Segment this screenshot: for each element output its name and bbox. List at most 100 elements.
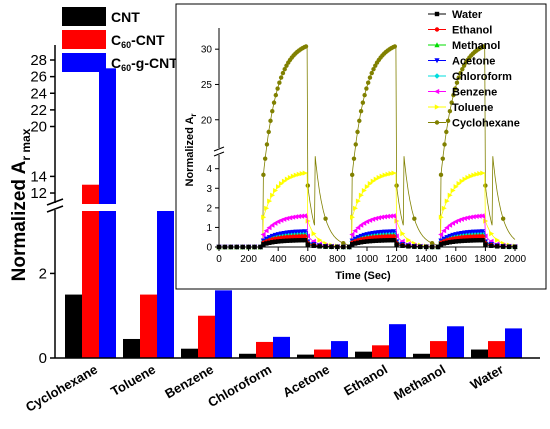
marker-water [376,238,382,243]
marker-water [388,238,393,243]
marker-benzene [296,213,302,219]
marker-acetone [275,232,281,238]
bar-cnt-cyclohexane [65,294,82,358]
marker-toluene [477,171,483,177]
marker-water [480,237,485,243]
marker-cyclohexane [278,75,284,80]
marker-benzene [358,222,364,228]
inset-legend-marker-ethanol [434,27,440,32]
marker-ethanol [391,234,396,239]
legend-label-c60-g-cnt: C60-g-CNT [111,55,178,73]
marker-toluene [441,205,447,211]
marker-benzene [352,228,358,234]
inset-legend-marker-water [434,11,440,17]
marker-cyclohexane [341,240,346,246]
series-cyclohexane [216,44,516,250]
inset-y-tick-label: 2 [206,203,212,214]
marker-toluene [373,176,379,182]
bar-c60-g-cnt-acetone [331,341,348,358]
bar-cnt-benzene [181,348,198,358]
marker-cyclohexane [367,75,373,80]
marker-water [287,238,293,243]
inset-x-tick-label: 400 [270,254,287,265]
marker-water [350,242,355,247]
main-y-axis-title-main: Normalized A [9,160,30,281]
marker-benzene [464,215,470,221]
main-y-tick-label: 12 [30,185,47,202]
marker-benzene [266,225,272,231]
marker-cyclohexane [460,66,465,72]
marker-water [453,239,458,244]
marker-toluene [382,172,388,178]
inset-legend-marker-toluene [434,104,440,110]
marker-cyclohexane [268,118,273,124]
inset-legend-marker-methanol [434,42,440,48]
marker-cyclohexane [369,70,374,76]
marker-water [471,238,476,243]
marker-cyclohexane [351,156,357,161]
legend-c60-g-cnt-post: -g-CNT [131,55,178,71]
bar-c60-g-cnt-ethanol [389,324,406,358]
bar-cnt-toluene [123,338,140,358]
marker-cyclohexane [266,129,271,135]
marker-toluene [293,172,299,178]
bar-c60-cnt-cyclohexane [82,184,99,358]
marker-water [444,240,450,245]
marker-cyclohexane [453,86,458,91]
marker-cyclohexane [440,156,445,161]
marker-benzene [438,231,444,238]
inset-x-tick-label: 1600 [445,254,468,265]
marker-cyclohexane [273,92,279,98]
inset-y-tick-label: 20 [201,115,213,126]
inset-ticks: 0 200 400 600 800 1000 1200 1400 1600 1800 2000 0 1 2… [201,45,527,265]
inset-x-tick-label: 0 [216,254,222,265]
marker-benzene [269,222,275,228]
bar-c60-cnt-water [488,341,505,358]
marker-water [293,238,299,243]
main-y-axis-title: Normalized Ar max [9,128,33,281]
legend-c60-cnt-pre: C [111,32,121,48]
marker-water [465,238,470,243]
marker-benzene [387,213,393,219]
marker-cyclohexane [481,44,486,49]
inset-x-tick-label: 1400 [415,254,438,265]
inset-y-tick-label: 25 [201,80,213,91]
inset-x-tick-label: 800 [329,254,346,265]
marker-toluene [495,237,501,243]
marker-cyclohexane [444,129,449,135]
marker-toluene [361,187,367,194]
marker-toluene [355,198,361,204]
inset-x-tick-label: 200 [240,254,257,265]
marker-toluene [284,176,290,182]
inset-y-axis-title-main: Normalized A [184,117,196,187]
marker-water [317,244,322,249]
marker-benzene [370,216,376,222]
marker-toluene [438,214,444,220]
marker-toluene [385,171,391,177]
marker-benzene [447,222,453,228]
marker-cyclohexane [412,216,417,221]
marker-cyclohexane [358,108,364,114]
marker-toluene [311,231,317,237]
marker-cyclohexane [353,142,358,147]
marker-water [278,238,284,244]
marker-water [358,240,364,245]
marker-toluene [364,184,370,190]
marker-water [361,239,367,244]
marker-toluene [447,192,453,198]
legend-label-c60-cnt: C60-CNT [111,32,165,50]
legend-swatch-c60-cnt [62,30,106,49]
inset-legend-marker-acetone [434,58,440,64]
marker-toluene [489,231,495,237]
main-axis-break-gap [64,204,184,211]
marker-toluene [450,187,456,194]
marker-benzene [390,213,396,219]
marker-toluene [388,171,394,177]
legend-c60-cnt-post: -CNT [131,32,165,48]
marker-benzene [470,214,476,220]
main-y-tick-label: 14 [30,168,47,185]
marker-water [299,238,305,243]
marker-water [267,240,272,245]
marker-cyclohexane [262,156,268,161]
